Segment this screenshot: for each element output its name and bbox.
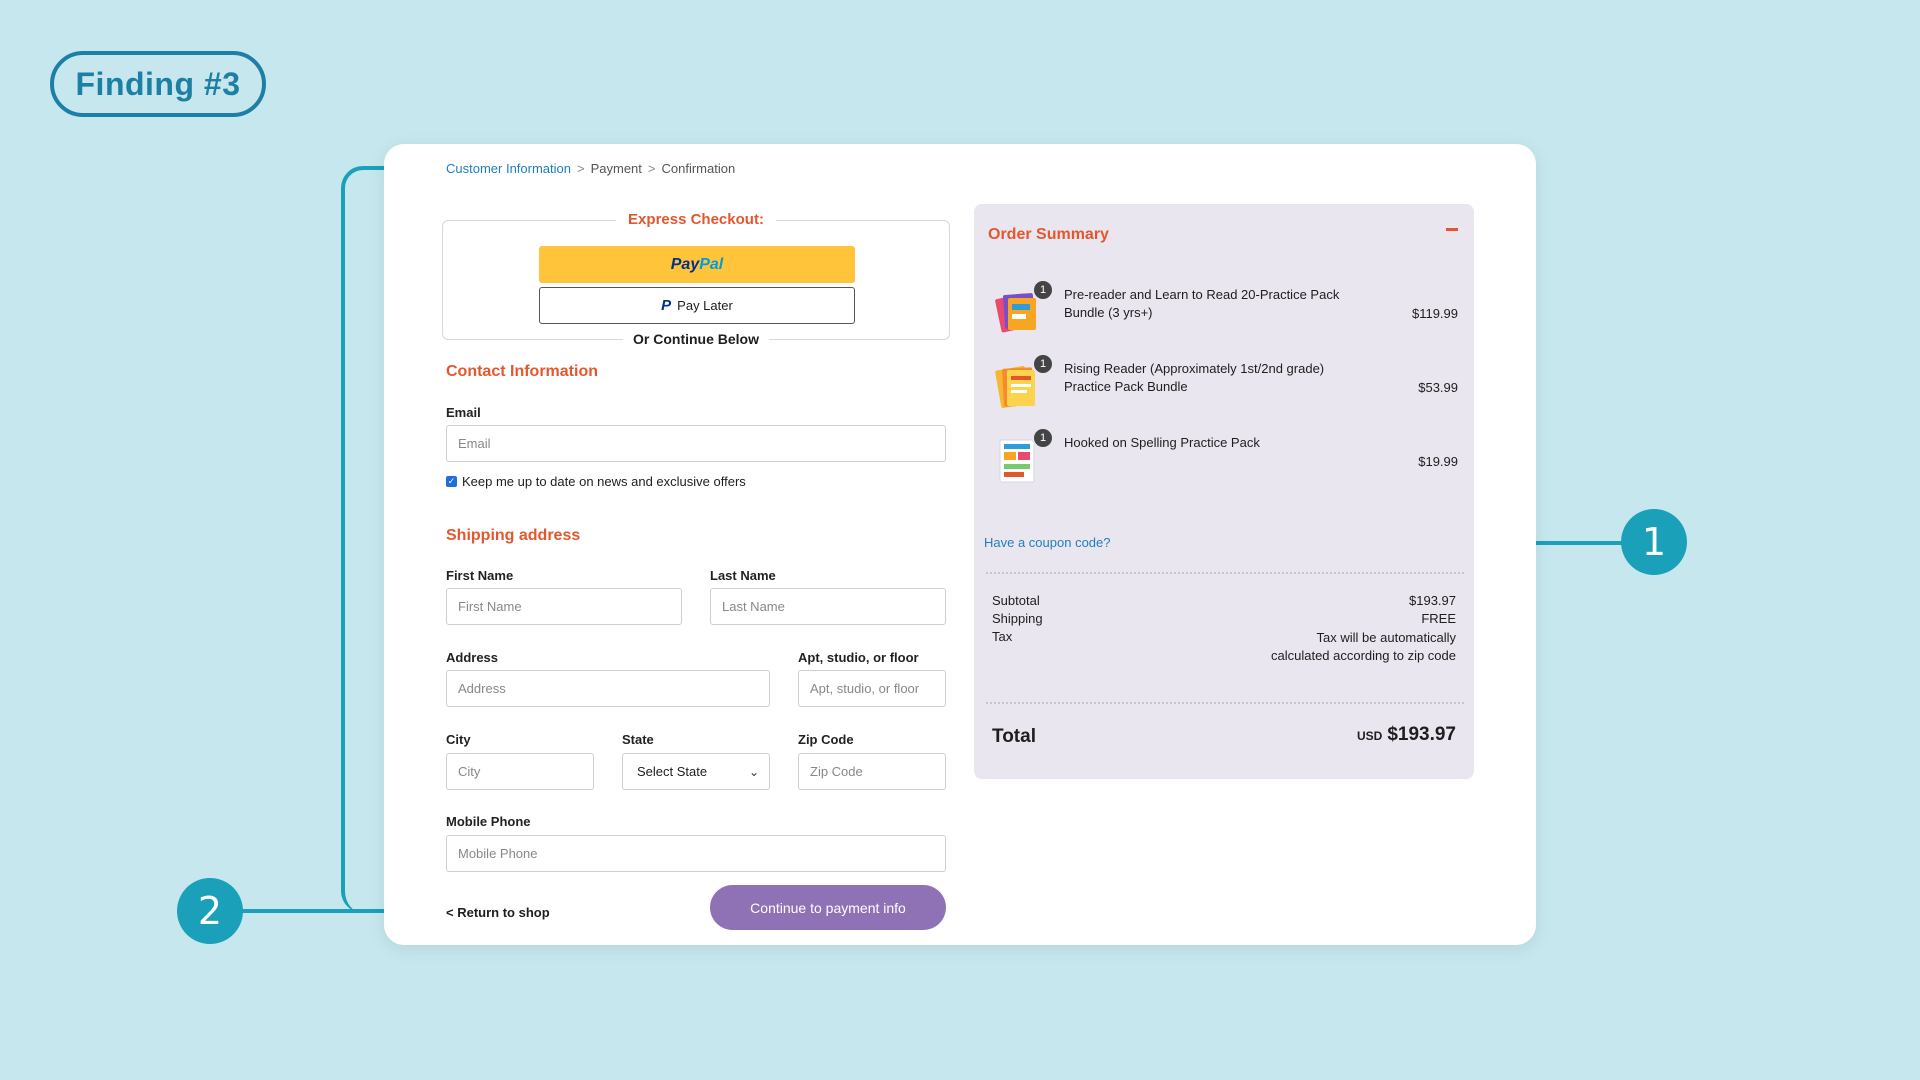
minus-icon[interactable]	[1446, 228, 1458, 231]
pay-later-button[interactable]: P Pay Later	[539, 287, 855, 324]
paypal-logo-part1: Pay	[670, 255, 700, 273]
order-item: 1 Hooked on Spelling Practice Pack $19.9…	[994, 427, 1458, 494]
subtotal-label: Subtotal	[992, 593, 1040, 608]
or-continue-below: Or Continue Below	[623, 331, 769, 347]
chevron-down-icon: ⌄	[748, 764, 759, 779]
continue-to-payment-button[interactable]: Continue to payment info	[710, 885, 946, 930]
quantity-badge: 1	[1032, 279, 1054, 301]
item-price: $19.99	[1418, 454, 1458, 469]
breadcrumb-separator: >	[577, 161, 585, 176]
paypal-logo-part2: Pal	[699, 255, 724, 273]
total-label: Total	[992, 726, 1036, 747]
breadcrumb: Customer Information > Payment > Confirm…	[446, 161, 735, 176]
divider	[986, 572, 1464, 574]
apt-field[interactable]	[798, 670, 946, 707]
product-thumbnail	[995, 293, 1036, 333]
paypal-icon: P	[661, 297, 672, 314]
shipping-label: Shipping	[992, 611, 1043, 626]
total-currency: USD	[1356, 729, 1383, 743]
newsletter-option[interactable]: ✓ Keep me up to date on news and exclusi…	[446, 474, 746, 489]
tax-label: Tax	[992, 629, 1013, 644]
shipping-value: FREE	[1421, 611, 1456, 626]
mobile-phone-label: Mobile Phone	[446, 814, 531, 829]
divider	[986, 702, 1464, 704]
shipping-address-title: Shipping address	[446, 527, 581, 544]
checkout-card: Customer Information > Payment > Confirm…	[384, 144, 1536, 945]
email-label: Email	[446, 405, 481, 420]
zip-code-field[interactable]	[798, 753, 946, 790]
breadcrumb-payment[interactable]: Payment	[590, 161, 642, 176]
item-price: $53.99	[1418, 380, 1458, 395]
product-thumbnail	[999, 439, 1035, 483]
subtotal-value: $193.97	[1409, 593, 1456, 608]
first-name-field[interactable]	[446, 588, 682, 625]
checkbox-checked-icon[interactable]: ✓	[446, 476, 457, 487]
address-field[interactable]	[446, 670, 770, 707]
pay-later-label: Pay Later	[677, 298, 733, 313]
breadcrumb-separator: >	[647, 161, 656, 176]
mobile-phone-field[interactable]	[446, 835, 946, 872]
apt-label: Apt, studio, or floor	[798, 650, 919, 665]
state-label: State	[622, 732, 654, 747]
newsletter-label: Keep me up to date on news and exclusive…	[462, 474, 746, 489]
address-label: Address	[446, 650, 499, 665]
finding-label: Finding #3	[50, 51, 266, 117]
return-to-shop-link[interactable]: < Return to shop	[446, 905, 550, 920]
item-name: Pre-reader and Learn to Read 20-Practice…	[1064, 287, 1340, 320]
quantity-badge: 1	[1032, 427, 1054, 449]
breadcrumb-customer-information[interactable]: Customer Information	[446, 161, 571, 176]
coupon-code-link[interactable]: Have a coupon code?	[984, 535, 1111, 550]
annotation-badge-1: 1	[1621, 509, 1687, 575]
email-field[interactable]	[446, 425, 946, 462]
state-select-value: Select State	[637, 764, 708, 779]
order-item: 1 Rising Reader (Approximately 1st/2nd g…	[994, 353, 1458, 420]
breadcrumb-confirmation[interactable]: Confirmation	[661, 161, 736, 176]
order-summary-title: Order Summary	[988, 226, 1109, 243]
total-amount: $193.97	[1387, 724, 1456, 745]
item-name: Rising Reader (Approximately 1st/2nd gra…	[1064, 361, 1325, 394]
express-checkout-title: Express Checkout:	[616, 211, 776, 228]
item-price: $119.99	[1411, 306, 1458, 321]
first-name-label: First Name	[446, 568, 514, 583]
state-select[interactable]: Select State ⌄	[622, 753, 770, 790]
annotation-badge-2: 2	[177, 878, 243, 944]
city-label: City	[446, 732, 471, 747]
last-name-label: Last Name	[710, 568, 776, 583]
last-name-field[interactable]	[710, 588, 946, 625]
zip-code-label: Zip Code	[798, 732, 854, 747]
paypal-button[interactable]: Pay Pal	[539, 246, 855, 283]
quantity-badge: 1	[1032, 353, 1054, 375]
annotation-line-2	[210, 909, 410, 913]
city-field[interactable]	[446, 753, 594, 790]
product-thumbnail	[995, 366, 1035, 408]
order-summary-panel: Order Summary 1 Pre-reader and Learn to …	[974, 204, 1474, 779]
contact-information-title: Contact Information	[446, 363, 598, 380]
item-name: Hooked on Spelling Practice Pack	[1064, 435, 1260, 450]
total-value: USD $193.97	[1357, 724, 1456, 746]
annotation-bracket-2	[341, 166, 421, 913]
tax-value: Tax will be automatically calculated acc…	[1270, 630, 1456, 663]
express-checkout-box: Express Checkout: Pay Pal P Pay Later Or …	[442, 211, 950, 347]
order-item: 1 Pre-reader and Learn to Read 20-Practi…	[994, 279, 1458, 346]
